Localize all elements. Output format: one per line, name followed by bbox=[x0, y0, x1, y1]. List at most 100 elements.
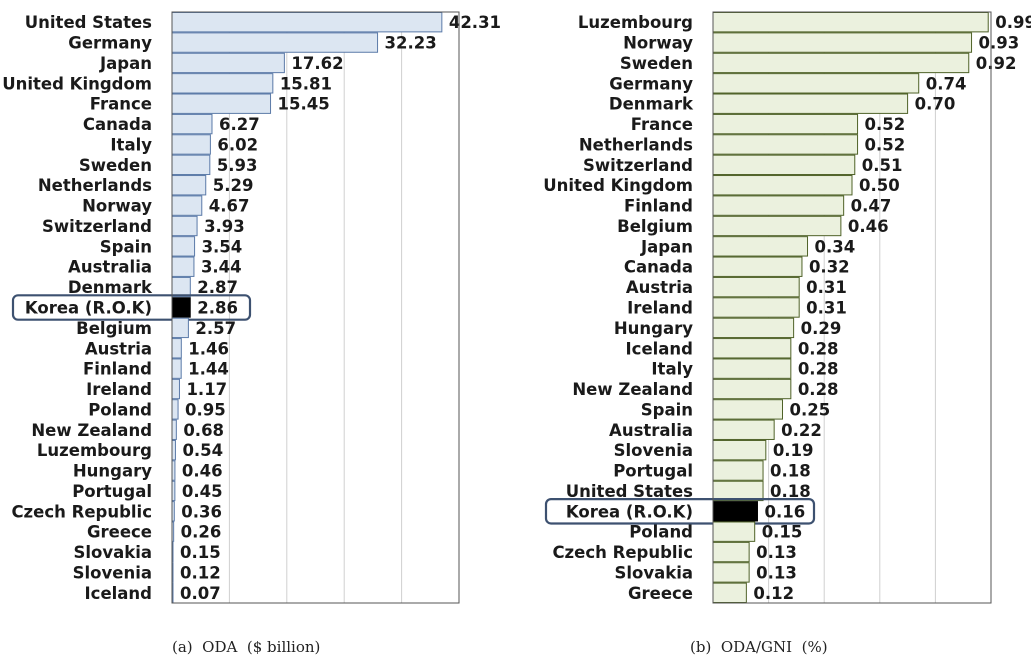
category-label-austria: Austria bbox=[85, 339, 152, 358]
caption-a: (a) ODA ($ billion) bbox=[172, 638, 321, 656]
value-label-france: 0.52 bbox=[865, 115, 906, 134]
bar-poland bbox=[712, 521, 756, 542]
category-label-australia: Australia bbox=[68, 258, 152, 277]
category-label-ireland: Ireland bbox=[627, 299, 693, 318]
value-label-spain: 0.25 bbox=[790, 400, 831, 419]
value-label-switzerland: 0.51 bbox=[862, 156, 903, 175]
category-label-australia: Australia bbox=[609, 421, 693, 440]
category-label-japan: Japan bbox=[640, 237, 693, 256]
bar-norway bbox=[712, 32, 973, 53]
category-label-denmark: Denmark bbox=[68, 278, 153, 297]
value-label-luzembourg: 0.99 bbox=[995, 13, 1031, 32]
value-label-austria: 0.31 bbox=[806, 278, 847, 297]
category-label-united-kingdom: United Kingdom bbox=[543, 176, 693, 195]
value-label-australia: 3.44 bbox=[201, 258, 242, 277]
value-label-ireland: 0.31 bbox=[806, 299, 847, 318]
category-label-iceland: Iceland bbox=[85, 584, 152, 603]
value-label-canada: 0.32 bbox=[809, 258, 850, 277]
category-label-slovenia: Slovenia bbox=[73, 563, 152, 582]
bar-korea-r-o-k bbox=[712, 501, 758, 522]
bar-greece bbox=[712, 582, 747, 603]
value-label-portugal: 0.18 bbox=[770, 462, 811, 481]
category-label-canada: Canada bbox=[624, 258, 693, 277]
value-label-norway: 0.93 bbox=[979, 34, 1020, 53]
value-label-slovakia: 0.13 bbox=[756, 563, 797, 582]
value-label-hungary: 0.46 bbox=[182, 462, 223, 481]
value-label-slovenia: 0.12 bbox=[180, 563, 221, 582]
bar-austria bbox=[712, 276, 800, 298]
value-label-poland: 0.15 bbox=[762, 523, 803, 542]
value-label-luzembourg: 0.54 bbox=[182, 441, 223, 460]
highlight-box bbox=[544, 498, 816, 525]
category-label-switzerland: Switzerland bbox=[42, 217, 152, 236]
value-label-poland: 0.95 bbox=[185, 400, 226, 419]
category-label-japan: Japan bbox=[99, 54, 152, 73]
bar-spain bbox=[712, 399, 783, 420]
bar-czech-republic bbox=[712, 541, 750, 563]
bar-hungary bbox=[712, 317, 795, 339]
category-label-belgium: Belgium bbox=[76, 319, 152, 338]
value-label-belgium: 2.57 bbox=[195, 319, 236, 338]
category-label-switzerland: Switzerland bbox=[583, 156, 693, 175]
value-label-czech-republic: 0.13 bbox=[756, 543, 797, 562]
category-label-united-states: United States bbox=[566, 482, 693, 501]
category-label-poland: Poland bbox=[629, 523, 693, 542]
value-label-iceland: 0.28 bbox=[798, 339, 839, 358]
category-label-luzembourg: Luzembourg bbox=[578, 13, 693, 32]
category-label-united-states: United States bbox=[25, 13, 152, 32]
bar-denmark bbox=[712, 93, 909, 114]
category-label-france: France bbox=[90, 95, 152, 114]
value-label-hungary: 0.29 bbox=[801, 319, 842, 338]
category-label-spain: Spain bbox=[641, 400, 693, 419]
category-label-new-zealand: New Zealand bbox=[31, 421, 152, 440]
category-label-iceland: Iceland bbox=[626, 339, 693, 358]
value-label-austria: 1.46 bbox=[188, 339, 229, 358]
category-label-korea-r-o-k: Korea (R.O.K) bbox=[25, 299, 152, 318]
bar-canada bbox=[712, 256, 803, 277]
bar-ireland bbox=[712, 297, 800, 318]
value-label-japan: 17.62 bbox=[291, 54, 343, 73]
bar-netherlands bbox=[712, 134, 859, 155]
bar-slovakia bbox=[712, 562, 750, 583]
value-label-united-states: 0.18 bbox=[770, 482, 811, 501]
bar-japan bbox=[712, 236, 809, 257]
value-label-finland: 0.47 bbox=[851, 197, 892, 216]
value-label-united-kingdom: 0.50 bbox=[859, 176, 900, 195]
value-label-new-zealand: 0.28 bbox=[798, 380, 839, 399]
value-label-denmark: 0.70 bbox=[915, 95, 956, 114]
category-label-poland: Poland bbox=[88, 400, 152, 419]
value-label-france: 15.45 bbox=[278, 95, 330, 114]
category-label-norway: Norway bbox=[623, 34, 693, 53]
category-label-italy: Italy bbox=[651, 360, 693, 379]
category-label-slovakia: Slovakia bbox=[614, 563, 693, 582]
category-label-netherlands: Netherlands bbox=[579, 135, 693, 154]
value-label-switzerland: 3.93 bbox=[204, 217, 245, 236]
value-label-portugal: 0.45 bbox=[182, 482, 223, 501]
category-label-sweden: Sweden bbox=[620, 54, 693, 73]
caption-b: (b) ODA/GNI (%) bbox=[690, 638, 828, 656]
bar-finland bbox=[712, 195, 845, 216]
value-label-ireland: 1.17 bbox=[186, 380, 227, 399]
value-label-germany: 32.23 bbox=[385, 34, 437, 53]
value-label-greece: 0.12 bbox=[753, 584, 794, 603]
value-label-netherlands: 0.52 bbox=[865, 135, 906, 154]
bar-luzembourg bbox=[712, 12, 989, 33]
category-label-slovenia: Slovenia bbox=[614, 441, 693, 460]
category-label-hungary: Hungary bbox=[73, 462, 152, 481]
category-label-canada: Canada bbox=[83, 115, 152, 134]
value-label-korea-r-o-k: 0.16 bbox=[764, 502, 805, 521]
value-label-slovenia: 0.19 bbox=[773, 441, 814, 460]
value-label-spain: 3.54 bbox=[202, 237, 243, 256]
category-label-korea-r-o-k: Korea (R.O.K) bbox=[566, 502, 693, 521]
category-label-ireland: Ireland bbox=[86, 380, 152, 399]
value-label-canada: 6.27 bbox=[219, 115, 260, 134]
category-label-norway: Norway bbox=[82, 197, 152, 216]
category-label-sweden: Sweden bbox=[79, 156, 152, 175]
bar-slovenia bbox=[712, 439, 767, 461]
category-label-portugal: Portugal bbox=[613, 462, 693, 481]
bar-switzerland bbox=[712, 154, 856, 176]
category-label-united-kingdom: United Kingdom bbox=[2, 74, 152, 93]
bar-iceland bbox=[712, 338, 792, 359]
bar-new-zealand bbox=[712, 378, 792, 400]
